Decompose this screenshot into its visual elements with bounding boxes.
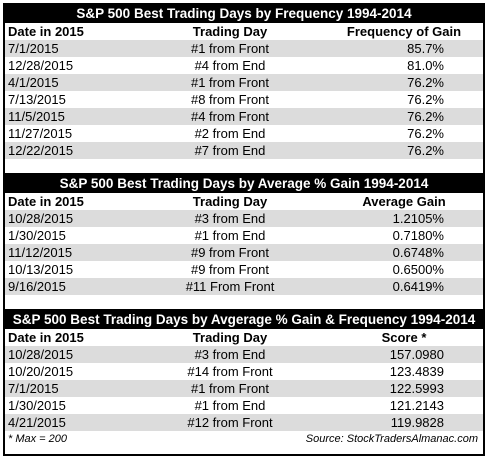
trading-day-cell: #11 From Front — [185, 279, 275, 294]
date-cell: 11/5/2015 — [8, 109, 65, 124]
score-section: S&P 500 Best Trading Days by Avgerage % … — [5, 311, 483, 447]
section-spacer — [5, 295, 483, 309]
trading-day-cell: #9 from Front — [190, 262, 270, 277]
value-cell: 0.6419% — [392, 279, 444, 294]
value-cell: 76.2% — [407, 126, 444, 141]
date-cell: 7/13/2015 — [8, 92, 66, 107]
date-cell: 9/16/2015 — [8, 279, 66, 294]
date-cell: 1/30/2015 — [8, 398, 66, 413]
table-row: 10/28/2015 #3 from End 157.0980 — [5, 346, 483, 363]
trading-day-cell: #1 from End — [194, 398, 266, 413]
date-cell: 7/1/2015 — [8, 381, 59, 396]
value-cell: 81.0% — [407, 58, 444, 73]
value-cell: 0.6748% — [392, 245, 444, 260]
trading-day-cell: #1 from End — [194, 228, 266, 243]
table-row: 10/28/2015 #3 from End 1.2105% — [5, 210, 483, 227]
frequency-section: S&P 500 Best Trading Days by Frequency 1… — [5, 5, 483, 175]
value-cell: 76.2% — [407, 92, 444, 107]
section-title: S&P 500 Best Trading Days by Average % G… — [5, 175, 483, 193]
value-cell: 122.5993 — [389, 381, 444, 396]
value-cell: 157.0980 — [389, 347, 444, 362]
value-cell: 1.2105% — [392, 211, 444, 226]
trading-day-cell: #14 from Front — [187, 364, 273, 379]
column-header-average-gain: Average Gain — [362, 194, 446, 209]
value-cell: 123.4839 — [389, 364, 444, 379]
table-row: 7/1/2015 #1 from Front 122.5993 — [5, 380, 483, 397]
value-cell: 76.2% — [407, 143, 444, 158]
table-row: 4/21/2015 #12 from Front 119.9828 — [5, 414, 483, 431]
date-cell: 12/22/2015 — [8, 143, 74, 158]
column-header-trading-day: Trading Day — [192, 194, 268, 209]
date-cell: 1/30/2015 — [8, 228, 66, 243]
header-row: Date in 2015 Trading Day Average Gain — [5, 193, 483, 210]
column-header-trading-day: Trading Day — [192, 330, 268, 345]
tables-frame: S&P 500 Best Trading Days by Frequency 1… — [3, 3, 485, 456]
value-cell: 0.7180% — [392, 228, 444, 243]
trading-day-cell: #3 from End — [194, 347, 266, 362]
table-row: 10/20/2015 #14 from Front 123.4839 — [5, 363, 483, 380]
column-header-trading-day: Trading Day — [192, 24, 268, 39]
section-title: S&P 500 Best Trading Days by Frequency 1… — [5, 5, 483, 23]
date-cell: 10/28/2015 — [8, 211, 74, 226]
trading-day-cell: #8 from Front — [190, 92, 270, 107]
trading-day-cell: #3 from End — [194, 211, 266, 226]
table-row: 12/28/2015 #4 from End 81.0% — [5, 57, 483, 74]
date-cell: 10/13/2015 — [8, 262, 74, 277]
table-row: 10/13/2015 #9 from Front 0.6500% — [5, 261, 483, 278]
table-footer: * Max = 200 Source: StockTradersAlmanac.… — [5, 431, 483, 447]
table-row: 11/12/2015 #9 from Front 0.6748% — [5, 244, 483, 261]
footnote: * Max = 200 — [8, 433, 68, 445]
header-row: Date in 2015 Trading Day Frequency of Ga… — [5, 23, 483, 40]
table-row: 11/5/2015 #4 from Front 76.2% — [5, 108, 483, 125]
trading-day-cell: #7 from End — [194, 143, 266, 158]
value-cell: 76.2% — [407, 109, 444, 124]
value-cell: 119.9828 — [390, 415, 444, 430]
trading-day-cell: #1 from Front — [190, 381, 270, 396]
date-cell: 10/20/2015 — [8, 364, 74, 379]
trading-day-cell: #9 from Front — [190, 245, 270, 260]
trading-day-cell: #4 from End — [194, 58, 266, 73]
average-gain-section: S&P 500 Best Trading Days by Average % G… — [5, 175, 483, 311]
date-cell: 11/27/2015 — [8, 126, 73, 141]
date-cell: 10/28/2015 — [8, 347, 74, 362]
table-row: 12/22/2015 #7 from End 76.2% — [5, 142, 483, 159]
table-row: 1/30/2015 #1 from End 0.7180% — [5, 227, 483, 244]
table-row: 7/1/2015 #1 from Front 85.7% — [5, 40, 483, 57]
trading-day-cell: #4 from Front — [190, 109, 270, 124]
trading-day-cell: #1 from Front — [190, 75, 270, 90]
date-cell: 4/21/2015 — [8, 415, 66, 430]
source-note: Source: StockTradersAlmanac.com — [305, 433, 478, 445]
column-header-frequency: Frequency of Gain — [346, 24, 462, 39]
date-cell: 4/1/2015 — [8, 75, 59, 90]
table-row: 9/16/2015 #11 From Front 0.6419% — [5, 278, 483, 295]
value-cell: 85.7% — [407, 41, 444, 56]
column-header-date: Date in 2015 — [8, 24, 84, 39]
section-spacer — [5, 159, 483, 173]
value-cell: 121.2143 — [389, 398, 444, 413]
header-row: Date in 2015 Trading Day Score * — [5, 329, 483, 346]
value-cell: 0.6500% — [392, 262, 444, 277]
table-row: 4/1/2015 #1 from Front 76.2% — [5, 74, 483, 91]
column-header-date: Date in 2015 — [8, 330, 84, 345]
column-header-date: Date in 2015 — [8, 194, 84, 209]
date-cell: 7/1/2015 — [8, 41, 59, 56]
table-row: 1/30/2015 #1 from End 121.2143 — [5, 397, 483, 414]
table-row: 7/13/2015 #8 from Front 76.2% — [5, 91, 483, 108]
trading-day-cell: #1 from Front — [190, 41, 270, 56]
trading-day-cell: #2 from End — [194, 126, 266, 141]
section-title: S&P 500 Best Trading Days by Avgerage % … — [5, 311, 483, 329]
column-header-score: Score * — [381, 330, 427, 345]
trading-day-cell: #12 from Front — [187, 415, 273, 430]
date-cell: 12/28/2015 — [8, 58, 74, 73]
value-cell: 76.2% — [407, 75, 444, 90]
table-row: 11/27/2015 #2 from End 76.2% — [5, 125, 483, 142]
date-cell: 11/12/2015 — [8, 245, 73, 260]
